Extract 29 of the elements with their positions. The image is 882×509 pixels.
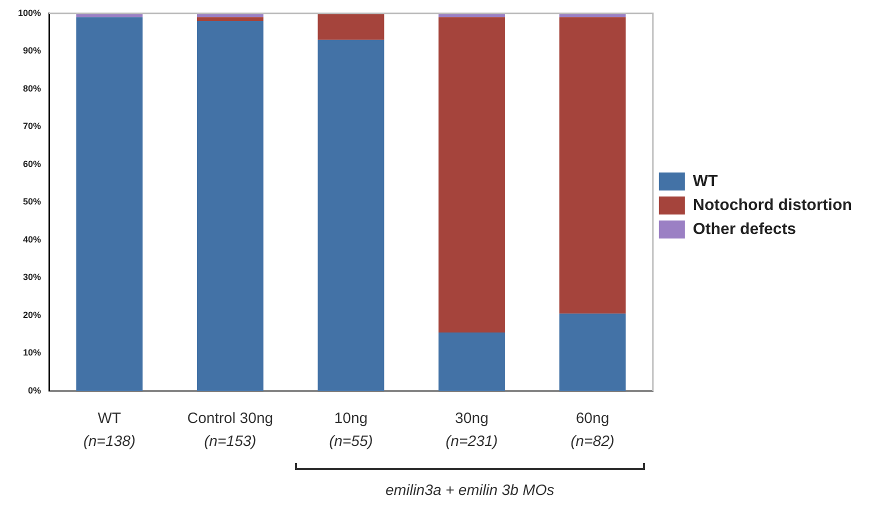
y-tick-label: 20% xyxy=(23,310,42,320)
legend-label: Other defects xyxy=(692,220,796,238)
x-tick-label: 10ng (n=55) xyxy=(329,410,373,450)
y-tick-label: 30% xyxy=(23,272,42,282)
bar xyxy=(196,17,264,21)
legend-label: Notochord distortion xyxy=(692,196,852,214)
y-tick-label: 60% xyxy=(23,158,42,169)
y-tick-label: 10% xyxy=(23,348,42,358)
bar xyxy=(438,17,505,332)
y-tick-label: 80% xyxy=(23,83,42,94)
x-tick-label: Control 30ng (n=153) xyxy=(187,410,274,450)
y-tick-label: 100% xyxy=(18,8,42,18)
y-tick-label: 40% xyxy=(23,234,42,244)
bar xyxy=(196,20,264,391)
bar xyxy=(318,40,384,391)
bar xyxy=(318,13,384,40)
bar xyxy=(559,314,626,391)
bar xyxy=(438,332,505,391)
text: emilin3a + emilin 3b MOs xyxy=(385,482,555,500)
legend-label: WT xyxy=(692,172,718,190)
bar xyxy=(559,17,626,314)
bar xyxy=(76,17,143,391)
y-tick-label: 70% xyxy=(23,121,42,132)
x-tick-label: 60ng (n=82) xyxy=(570,410,614,450)
x-tick-label: 30ng (n=231) xyxy=(446,410,498,450)
y-tick-label: 50% xyxy=(23,196,42,207)
y-tick-label: 90% xyxy=(23,46,42,56)
y-tick-label: 0% xyxy=(28,385,42,396)
x-tick-label: WT (n=138) xyxy=(83,410,136,450)
